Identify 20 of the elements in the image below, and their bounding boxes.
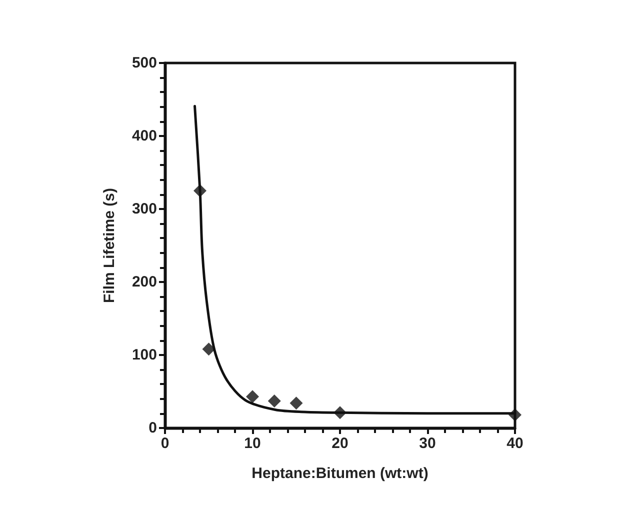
x-tick-label: 40 — [506, 435, 524, 452]
point — [194, 184, 206, 198]
point — [334, 406, 346, 420]
point — [246, 390, 259, 404]
y-tick-label: 500 — [132, 54, 157, 72]
y-tick-label: 200 — [132, 274, 157, 290]
x-tick-label: 10 — [244, 435, 261, 452]
point — [202, 342, 216, 356]
x-tick-label: 20 — [332, 435, 348, 452]
x-tick-label: 0 — [160, 435, 170, 452]
point — [290, 396, 303, 410]
y-tick-label: 300 — [132, 200, 157, 218]
point — [508, 408, 522, 422]
y-axis-title: Film Lifetime (s) — [101, 188, 118, 304]
x-tick-label: 30 — [419, 435, 436, 452]
point — [268, 394, 281, 408]
y-tick-label: 400 — [132, 128, 157, 144]
y-tick-label: 0 — [148, 420, 157, 436]
y-tick-label: 100 — [132, 346, 157, 364]
x-axis-title: Heptane:Bitumen (wt:wt) — [252, 465, 428, 482]
